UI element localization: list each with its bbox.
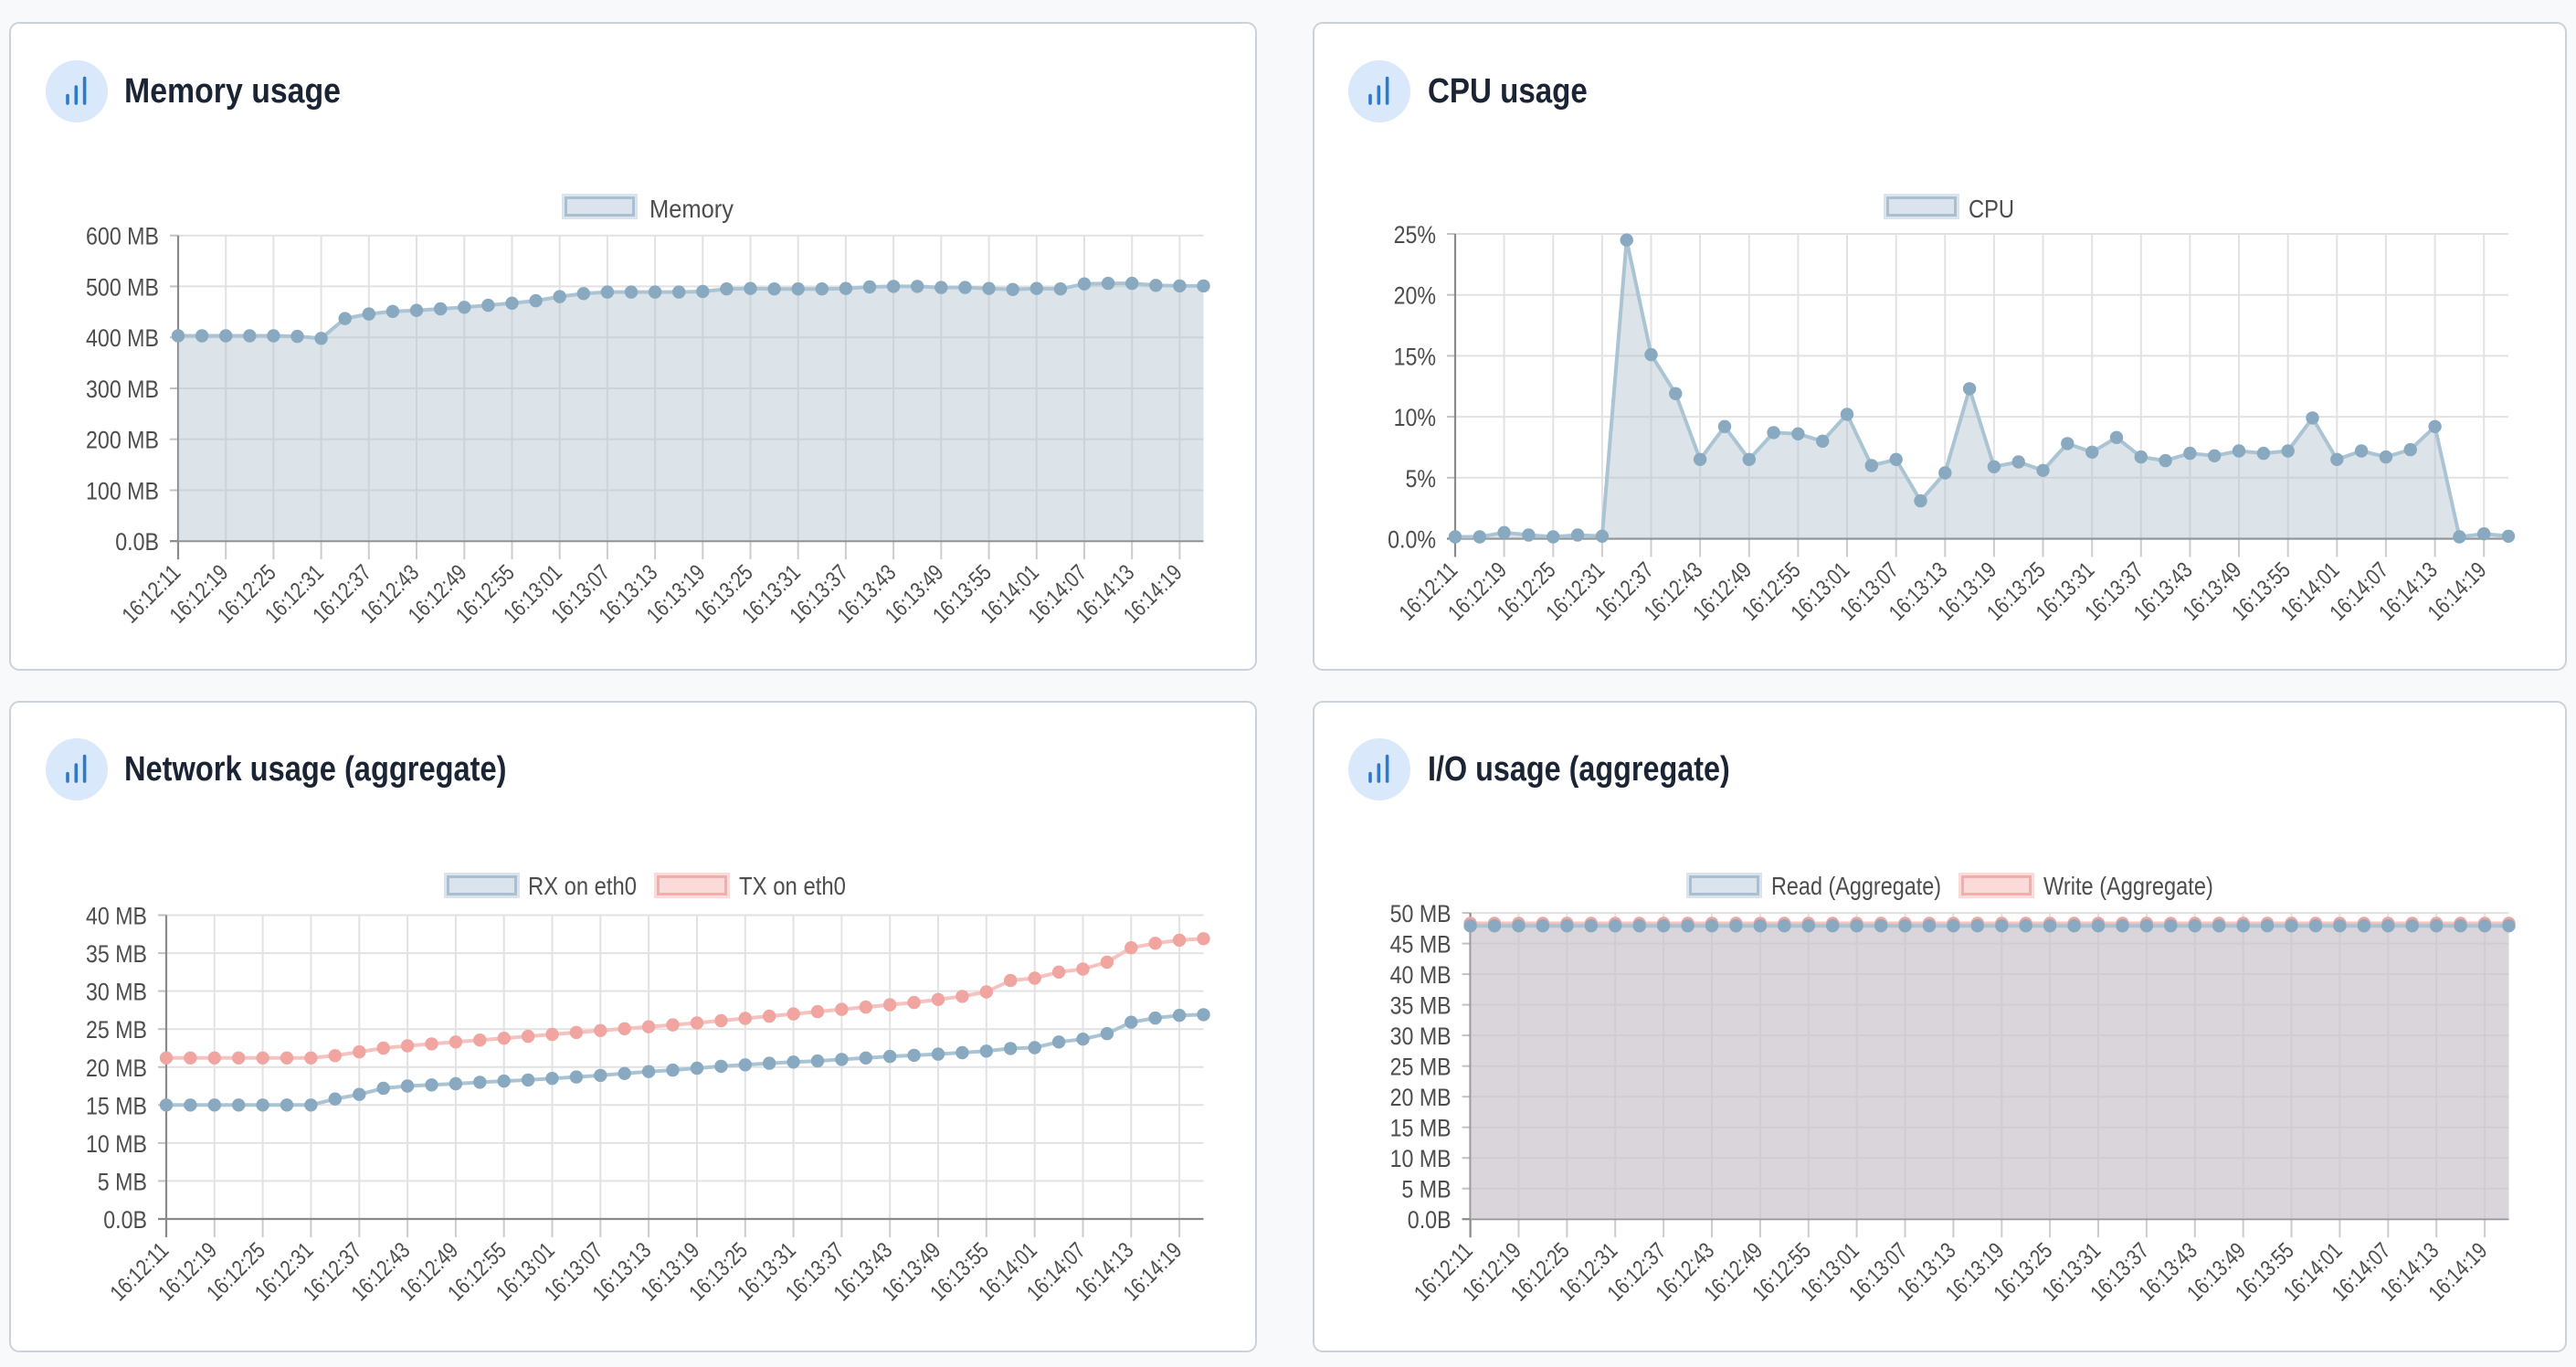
svg-text:40 MB: 40 MB bbox=[86, 903, 147, 930]
svg-text:35 MB: 35 MB bbox=[86, 940, 147, 968]
svg-text:35 MB: 35 MB bbox=[1390, 992, 1452, 1020]
svg-text:200 MB: 200 MB bbox=[86, 427, 159, 454]
svg-text:20%: 20% bbox=[1394, 282, 1436, 310]
svg-text:10 MB: 10 MB bbox=[1390, 1145, 1452, 1172]
svg-text:15 MB: 15 MB bbox=[1390, 1115, 1452, 1142]
svg-text:500 MB: 500 MB bbox=[86, 273, 159, 301]
svg-text:5%: 5% bbox=[1406, 465, 1437, 493]
svg-text:5 MB: 5 MB bbox=[1401, 1176, 1451, 1203]
svg-text:40 MB: 40 MB bbox=[1390, 961, 1452, 989]
svg-text:10%: 10% bbox=[1394, 404, 1436, 431]
svg-text:400 MB: 400 MB bbox=[86, 324, 159, 352]
svg-text:15 MB: 15 MB bbox=[86, 1092, 147, 1119]
svg-text:50 MB: 50 MB bbox=[1390, 900, 1452, 927]
svg-text:45 MB: 45 MB bbox=[1390, 931, 1452, 959]
svg-text:20 MB: 20 MB bbox=[1390, 1084, 1452, 1111]
svg-text:30 MB: 30 MB bbox=[1390, 1023, 1452, 1050]
svg-text:25 MB: 25 MB bbox=[86, 1016, 147, 1044]
svg-text:100 MB: 100 MB bbox=[86, 478, 159, 505]
svg-text:0.0B: 0.0B bbox=[103, 1206, 147, 1234]
svg-text:600 MB: 600 MB bbox=[86, 223, 159, 250]
svg-text:25%: 25% bbox=[1394, 221, 1436, 249]
svg-text:5 MB: 5 MB bbox=[98, 1168, 147, 1195]
svg-text:30 MB: 30 MB bbox=[86, 979, 147, 1006]
svg-text:0.0B: 0.0B bbox=[115, 528, 159, 556]
svg-text:20 MB: 20 MB bbox=[86, 1054, 147, 1082]
svg-text:25 MB: 25 MB bbox=[1390, 1054, 1452, 1081]
svg-text:0.0%: 0.0% bbox=[1388, 526, 1436, 554]
svg-text:300 MB: 300 MB bbox=[86, 376, 159, 403]
svg-text:0.0B: 0.0B bbox=[1408, 1206, 1452, 1234]
svg-text:15%: 15% bbox=[1394, 343, 1436, 370]
svg-text:10 MB: 10 MB bbox=[86, 1130, 147, 1158]
